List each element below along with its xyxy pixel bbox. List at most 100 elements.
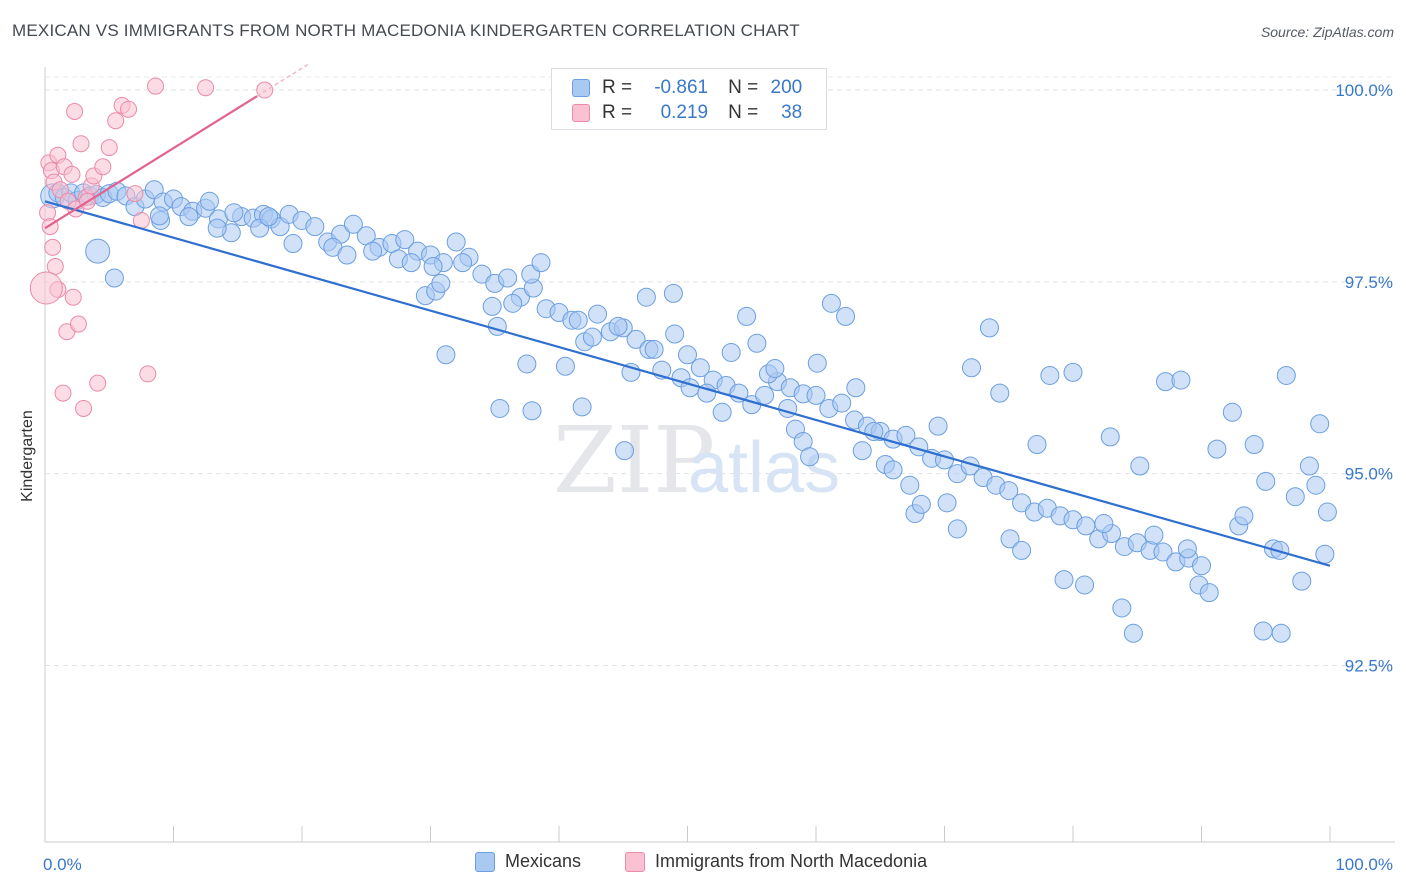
mexicans-point <box>665 324 685 344</box>
y-tick-label: 95.0% <box>1345 465 1393 484</box>
mexicans-point <box>1153 542 1173 562</box>
mexicans-point <box>615 441 635 461</box>
mexicans-point <box>900 475 920 495</box>
mexicans-point <box>636 287 656 307</box>
legend-r-label: R = <box>602 77 633 98</box>
mexicans-point <box>721 342 741 362</box>
mexicans-point <box>1234 506 1254 526</box>
mexicans-point <box>568 310 588 330</box>
mexicans-point <box>487 316 507 336</box>
legend-swatch-macedonia <box>572 104 590 122</box>
mexicans-point <box>588 304 608 324</box>
mexicans-point <box>1253 621 1273 641</box>
mexicans-point <box>1299 456 1319 476</box>
mexicans-point <box>1171 370 1191 390</box>
mexicans-point <box>747 333 767 353</box>
mexicans-point <box>343 214 363 234</box>
mexicans-point <box>712 402 732 422</box>
mexicans-point <box>678 345 697 365</box>
mexicans-point <box>149 206 169 226</box>
mexicans-point <box>1130 456 1150 476</box>
y-axis-label: Kindergarten <box>19 410 36 502</box>
legend-label-macedonia: Immigrants from North Macedonia <box>655 851 928 871</box>
macedonia-point <box>94 158 112 176</box>
mexicans-point <box>883 460 903 480</box>
mexicans-point <box>85 238 111 264</box>
y-tick-label: 100.0% <box>1335 81 1393 100</box>
mexicans-point <box>498 268 518 288</box>
macedonia-trend-line <box>44 95 258 230</box>
mexicans-point <box>259 207 279 227</box>
legend-swatch-macedonia <box>625 851 645 872</box>
macedonia-point <box>54 384 72 402</box>
mexicans-point <box>337 245 357 265</box>
mexicans-point <box>1271 623 1291 643</box>
watermark: ZIP atlas <box>553 407 840 514</box>
mexicans-point <box>305 217 325 237</box>
mexicans-point <box>1100 427 1120 447</box>
trend-lines <box>44 63 1331 567</box>
mexicans-point <box>806 385 826 405</box>
mexicans-point <box>531 253 551 273</box>
legend-swatch-mexicans <box>572 79 590 97</box>
mexicans-point <box>1040 365 1060 385</box>
mexicans-point <box>446 232 466 252</box>
mexicans-point <box>572 397 592 417</box>
mexicans-point <box>663 283 683 303</box>
macedonia-point <box>72 135 90 153</box>
mexicans-point <box>482 296 502 316</box>
mexicans-point <box>807 353 827 373</box>
mexicans-point <box>999 481 1019 501</box>
mexicans-point <box>1315 544 1335 564</box>
mexicans-point <box>490 398 510 418</box>
mexicans-point <box>1054 570 1074 590</box>
macedonia-point <box>44 238 62 256</box>
mexicans-point <box>363 241 383 261</box>
mexicans-point <box>896 425 916 445</box>
mexicans-point <box>517 354 537 374</box>
mexicans-point <box>947 519 967 539</box>
legend-swatch-mexicans <box>475 851 495 872</box>
legend-item-mexicans: Mexicans <box>475 851 581 872</box>
mexicans-trend-line <box>44 200 1331 567</box>
macedonia-point <box>66 103 84 121</box>
mexicans-point <box>1063 362 1083 382</box>
mexicans-point <box>436 345 456 365</box>
x-tick-label-right: 100.0% <box>1335 855 1393 874</box>
mexicans-point <box>608 316 628 336</box>
mexicans-point <box>224 203 244 223</box>
macedonia-point <box>63 165 81 183</box>
legend-r-value: -0.861 <box>654 77 709 98</box>
mexicans-point <box>472 264 492 284</box>
mexicans-point <box>453 253 473 273</box>
mexicans-point <box>846 378 866 398</box>
mexicans-point <box>1276 365 1296 385</box>
mexicans-point <box>1222 402 1242 422</box>
mexicans-point <box>395 230 415 250</box>
macedonia-point <box>29 271 63 305</box>
legend-row-mexicans: R = -0.861 N = 200 <box>572 76 802 100</box>
mexicans-point <box>401 253 421 273</box>
mexicans-point <box>423 257 443 277</box>
mexicans-point <box>1199 583 1219 603</box>
mexicans-point <box>765 359 785 379</box>
x-tick-label-left: 0.0% <box>43 855 82 874</box>
mexicans-point <box>179 207 199 227</box>
mexicans-point <box>821 293 841 313</box>
mexicans-point <box>1027 435 1047 455</box>
mexicans-point <box>911 494 931 514</box>
x-tick-labels: 0.0% 100.0% <box>43 855 1393 874</box>
macedonia-point <box>107 112 125 130</box>
macedonia-point <box>100 139 118 157</box>
mexicans-point <box>522 401 542 421</box>
mexicans-point <box>104 268 124 288</box>
legend-n-label: N = <box>728 102 759 123</box>
macedonia-point <box>39 204 57 222</box>
mexicans-point <box>1123 623 1143 643</box>
mexicans-point <box>207 218 227 238</box>
mexicans-point <box>836 306 856 326</box>
macedonia-point <box>139 365 157 383</box>
mexicans-point <box>283 233 303 253</box>
mexicans-point <box>979 318 999 338</box>
